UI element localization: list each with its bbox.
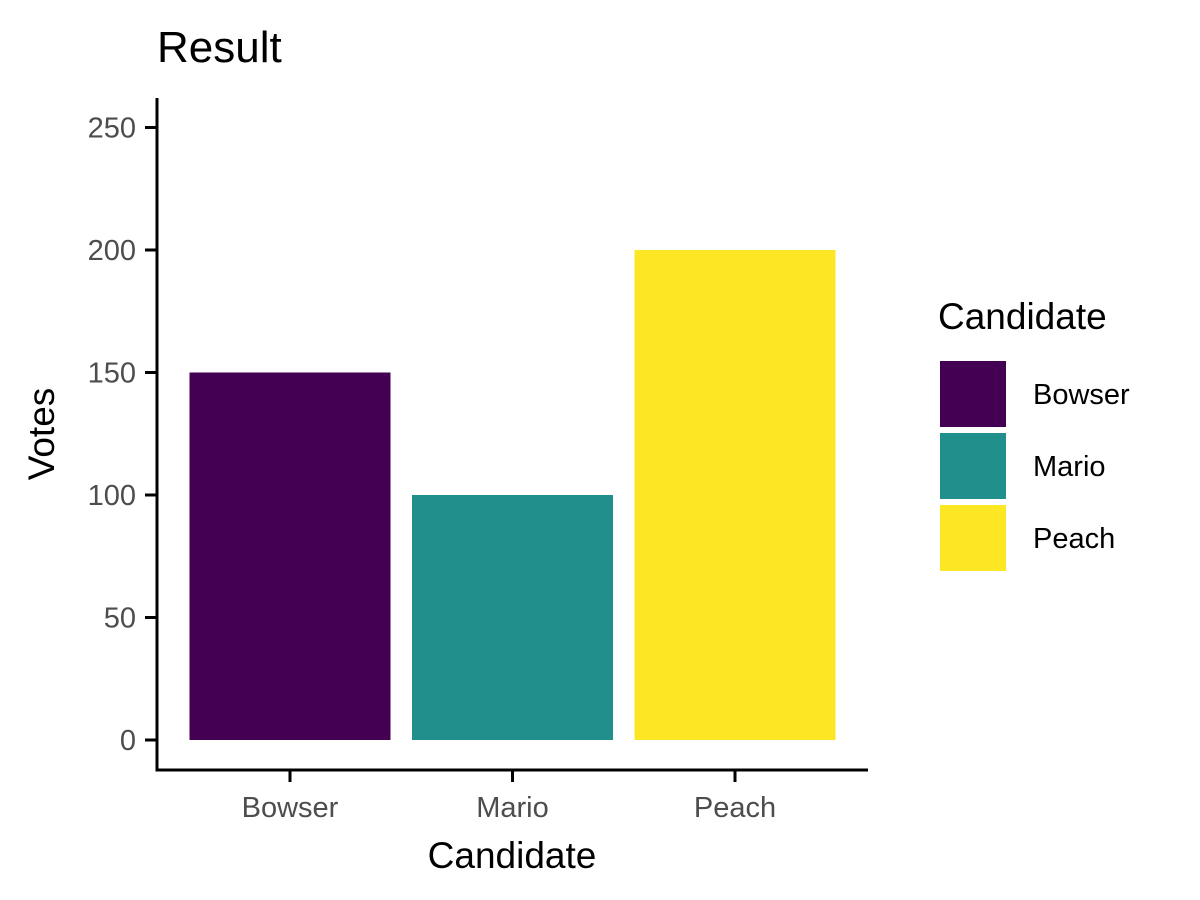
y-axis-ticks: 0 50 100 150 200 250 [88,113,157,757]
legend-items: Bowser Mario Peach [940,361,1130,571]
legend-key-bowser [940,361,1006,427]
x-tick-label-bowser: Bowser [242,792,339,824]
legend-title: Candidate [938,296,1107,337]
legend-label-bowser: Bowser [1033,379,1130,411]
y-tick-label: 150 [88,358,136,390]
x-axis-ticks: Bowser Mario Peach [242,770,776,824]
x-tick-label-peach: Peach [694,792,776,824]
y-tick-label: 250 [88,113,136,145]
bar-mario [412,495,613,740]
bar-peach [634,250,836,740]
legend: Candidate Bowser Mario Peach [938,296,1130,571]
chart-title: Result [157,23,282,72]
y-axis-title: Votes [21,388,62,481]
bars-group [189,250,836,740]
y-tick-label: 100 [88,480,136,512]
legend-label-mario: Mario [1033,451,1106,483]
bar-bowser [189,372,391,740]
y-tick-label: 0 [120,725,136,757]
y-tick-label: 200 [88,235,136,267]
legend-key-mario [940,433,1006,499]
x-tick-label-mario: Mario [476,792,549,824]
x-axis-title: Candidate [428,835,597,876]
legend-label-peach: Peach [1033,523,1115,555]
legend-key-peach [940,505,1006,571]
y-tick-label: 50 [104,603,136,635]
